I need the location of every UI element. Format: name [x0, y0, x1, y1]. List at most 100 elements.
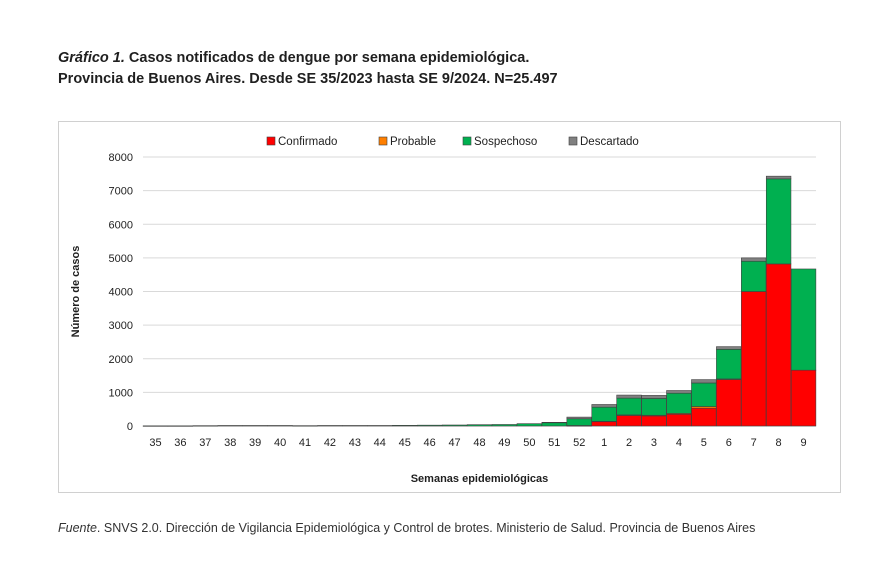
bar-segment: [441, 424, 468, 427]
x-tick-label: 48: [473, 437, 485, 449]
x-tick-label: 9: [800, 437, 806, 449]
y-tick-label: 3000: [109, 320, 133, 332]
x-tick-label: 4: [676, 437, 682, 449]
y-tick-label: 7000: [109, 186, 133, 198]
bar-segment: [367, 425, 393, 427]
legend-swatch: [462, 136, 472, 146]
y-tick-label: 2000: [109, 354, 133, 366]
x-axis-title: Semanas epidemiológicas: [411, 473, 549, 485]
y-tick-label: 1000: [109, 387, 133, 399]
bar-segment: [292, 425, 318, 427]
bar-segment: [616, 394, 642, 399]
y-tick-label: 8000: [109, 152, 133, 164]
bar-segment: [267, 425, 293, 427]
x-tick-label: 47: [448, 437, 460, 449]
bar-segment: [317, 425, 343, 427]
bar-segment: [541, 422, 567, 424]
source-note: Fuente. SNVS 2.0. Dirección de Vigilanci…: [58, 521, 755, 535]
legend-label: Probable: [390, 136, 436, 148]
x-tick-label: 1: [601, 437, 607, 449]
bar-segment: [666, 413, 692, 427]
source-lead: Fuente: [58, 521, 97, 535]
bar-segment: [591, 404, 617, 408]
bar-segment: [392, 425, 418, 427]
x-tick-label: 5: [701, 437, 707, 449]
bar-segment: [641, 395, 667, 399]
x-tick-label: 46: [424, 437, 436, 449]
y-tick-label: 6000: [109, 219, 133, 231]
x-tick-label: 44: [374, 437, 386, 449]
bar-segment: [491, 424, 518, 427]
y-tick-label: 4000: [109, 287, 133, 299]
bar-segment: [417, 424, 443, 427]
x-tick-label: 40: [274, 437, 286, 449]
x-tick-label: 52: [573, 437, 585, 449]
bar-segment: [741, 260, 767, 292]
y-axis-title: Número de casos: [70, 246, 82, 338]
x-tick-label: 49: [498, 437, 510, 449]
bar-segment: [616, 397, 642, 416]
bar-segment: [242, 425, 268, 427]
x-tick-label: 7: [751, 437, 757, 449]
legend-label: Sospechoso: [474, 136, 537, 148]
x-tick-label: 6: [726, 437, 732, 449]
bar-segment: [790, 268, 817, 371]
bar-segment: [342, 425, 368, 427]
bar-segment: [765, 175, 792, 180]
y-tick-label: 5000: [109, 253, 133, 265]
x-tick-label: 3: [651, 437, 657, 449]
chart-title: Gráfico 1. Casos notificados de dengue p…: [58, 48, 558, 90]
chart-frame: 0 1000 2000 3000 4000 5000 6000 7000 8000 35 36 37 3…: [58, 121, 841, 493]
bar-segment: [516, 423, 542, 427]
bar-segment: [566, 416, 592, 420]
x-tick-label: 2: [626, 437, 632, 449]
bar-segment: [691, 379, 717, 384]
bar-segment: [466, 424, 493, 427]
bar-segment: [541, 422, 567, 427]
legend-label: Descartado: [580, 136, 639, 148]
x-tick-label: 50: [523, 437, 535, 449]
bar-segment: [741, 257, 767, 262]
bar-segment: [666, 390, 692, 394]
bar-segment: [691, 382, 717, 407]
x-tick-label: 39: [249, 437, 261, 449]
bar-segment: [217, 425, 243, 427]
bar-segment: [691, 407, 717, 427]
x-tick-label: 35: [149, 437, 161, 449]
title-lead: Gráfico 1.: [58, 50, 125, 66]
title-text-1: Casos notificados de dengue por semana e…: [128, 50, 530, 66]
bar-segment: [616, 415, 642, 427]
x-tick-label: 37: [199, 437, 211, 449]
x-tick-label: 41: [299, 437, 311, 449]
title-line-1: Gráfico 1. Casos notificados de dengue p…: [58, 48, 558, 69]
y-tick-label: 0: [127, 421, 133, 433]
x-tick-label: 45: [399, 437, 411, 449]
x-tick-label: 38: [224, 437, 236, 449]
source-text: . SNVS 2.0. Dirección de Vigilancia Epid…: [96, 521, 756, 535]
bar-segment: [192, 425, 218, 427]
bar-segment: [591, 421, 617, 427]
bar-segment: [641, 398, 667, 416]
legend-label: Confirmado: [278, 136, 337, 148]
bar-segment: [765, 178, 792, 265]
bar-segment: [566, 418, 592, 426]
bar-segment: [641, 415, 667, 427]
legend-swatch: [378, 136, 388, 146]
bar-segment: [765, 263, 792, 427]
bar-segment: [167, 425, 194, 427]
bar-segment: [790, 369, 817, 427]
bar-segment: [142, 425, 169, 427]
x-tick-label: 42: [324, 437, 336, 449]
x-tick-label: 8: [776, 437, 782, 449]
legend-swatch: [568, 136, 578, 146]
bar-segment: [716, 379, 742, 427]
legend-swatch: [266, 136, 276, 146]
x-tick-label: 43: [349, 437, 361, 449]
bar-segment: [741, 291, 767, 427]
bar-segment: [666, 392, 692, 414]
title-line-2: Provincia de Buenos Aires. Desde SE 35/2…: [58, 71, 558, 87]
x-tick-label: 36: [174, 437, 186, 449]
bar-segment: [716, 346, 742, 350]
bar-segment: [716, 349, 742, 380]
